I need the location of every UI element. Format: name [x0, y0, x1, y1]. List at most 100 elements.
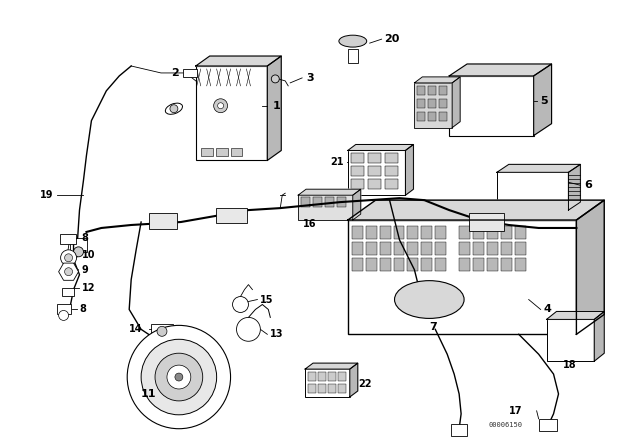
Bar — [352, 258, 363, 271]
Bar — [338, 384, 346, 393]
Polygon shape — [449, 64, 552, 76]
Bar — [417, 112, 426, 121]
Circle shape — [237, 318, 260, 341]
Bar — [473, 242, 484, 255]
Circle shape — [141, 339, 217, 415]
Bar — [352, 226, 363, 239]
Bar — [408, 242, 419, 255]
Bar — [351, 166, 364, 177]
Polygon shape — [268, 56, 281, 160]
Polygon shape — [406, 145, 413, 195]
Bar — [230, 148, 243, 156]
Circle shape — [65, 254, 72, 262]
Bar — [365, 258, 377, 271]
Bar — [318, 384, 326, 393]
Ellipse shape — [165, 103, 182, 114]
Bar — [365, 226, 377, 239]
Text: 13: 13 — [270, 329, 284, 339]
Bar — [368, 166, 381, 177]
Text: 4: 4 — [543, 305, 552, 314]
Bar — [515, 242, 525, 255]
Polygon shape — [59, 263, 79, 280]
Text: 21: 21 — [330, 157, 344, 168]
Bar — [313, 197, 322, 207]
Bar — [298, 195, 353, 220]
Polygon shape — [348, 145, 413, 151]
Bar — [473, 226, 484, 239]
Bar — [451, 424, 467, 435]
Circle shape — [167, 365, 191, 389]
Circle shape — [271, 75, 279, 83]
Bar — [368, 154, 381, 164]
Bar — [328, 372, 336, 381]
Circle shape — [175, 373, 183, 381]
Bar — [337, 197, 346, 207]
Polygon shape — [577, 200, 604, 334]
Polygon shape — [350, 363, 358, 397]
Bar — [201, 148, 212, 156]
Ellipse shape — [339, 35, 367, 47]
Bar — [305, 369, 350, 397]
Bar — [196, 66, 268, 160]
Bar — [415, 83, 452, 128]
Bar — [394, 258, 404, 271]
Polygon shape — [497, 164, 580, 172]
Bar — [338, 372, 346, 381]
Bar — [385, 166, 397, 177]
Bar — [351, 154, 364, 164]
Bar — [459, 242, 470, 255]
Polygon shape — [568, 164, 580, 210]
Polygon shape — [452, 77, 460, 128]
Circle shape — [218, 103, 223, 109]
Bar — [487, 258, 498, 271]
Text: 5: 5 — [541, 96, 548, 106]
Bar — [380, 226, 390, 239]
Bar — [439, 86, 447, 95]
Polygon shape — [595, 311, 604, 361]
Bar — [439, 99, 447, 108]
Bar — [408, 226, 419, 239]
Bar — [547, 319, 595, 361]
Bar — [216, 148, 228, 156]
Bar — [435, 226, 446, 239]
Bar — [421, 226, 432, 239]
Polygon shape — [305, 363, 358, 369]
Bar — [325, 197, 334, 207]
Bar — [308, 384, 316, 393]
Bar — [408, 258, 419, 271]
Bar — [473, 258, 484, 271]
Polygon shape — [415, 77, 460, 83]
Text: 11: 11 — [141, 389, 157, 399]
Text: 9: 9 — [81, 265, 88, 275]
Text: 16: 16 — [303, 219, 317, 229]
Text: 17: 17 — [509, 406, 522, 416]
Bar — [417, 86, 426, 95]
Bar — [515, 258, 525, 271]
Bar — [435, 258, 446, 271]
Text: 00006150: 00006150 — [489, 422, 523, 428]
Text: 15: 15 — [260, 294, 274, 305]
Bar — [328, 384, 336, 393]
Bar — [151, 324, 173, 338]
Bar — [368, 179, 381, 189]
Bar — [487, 242, 498, 255]
Circle shape — [127, 325, 230, 429]
Text: 8: 8 — [81, 233, 88, 243]
Bar — [183, 69, 196, 77]
Bar — [61, 288, 74, 296]
Bar — [497, 172, 568, 210]
Bar — [459, 226, 470, 239]
Text: 6: 6 — [584, 180, 592, 190]
Bar — [308, 372, 316, 381]
Bar — [348, 49, 358, 63]
Circle shape — [170, 105, 178, 113]
Bar — [348, 151, 406, 195]
Circle shape — [155, 353, 203, 401]
Bar — [394, 226, 404, 239]
Bar — [439, 112, 447, 121]
Text: 8: 8 — [79, 305, 86, 314]
Bar — [380, 242, 390, 255]
Bar — [301, 197, 310, 207]
Bar — [60, 234, 76, 244]
Polygon shape — [196, 56, 281, 66]
